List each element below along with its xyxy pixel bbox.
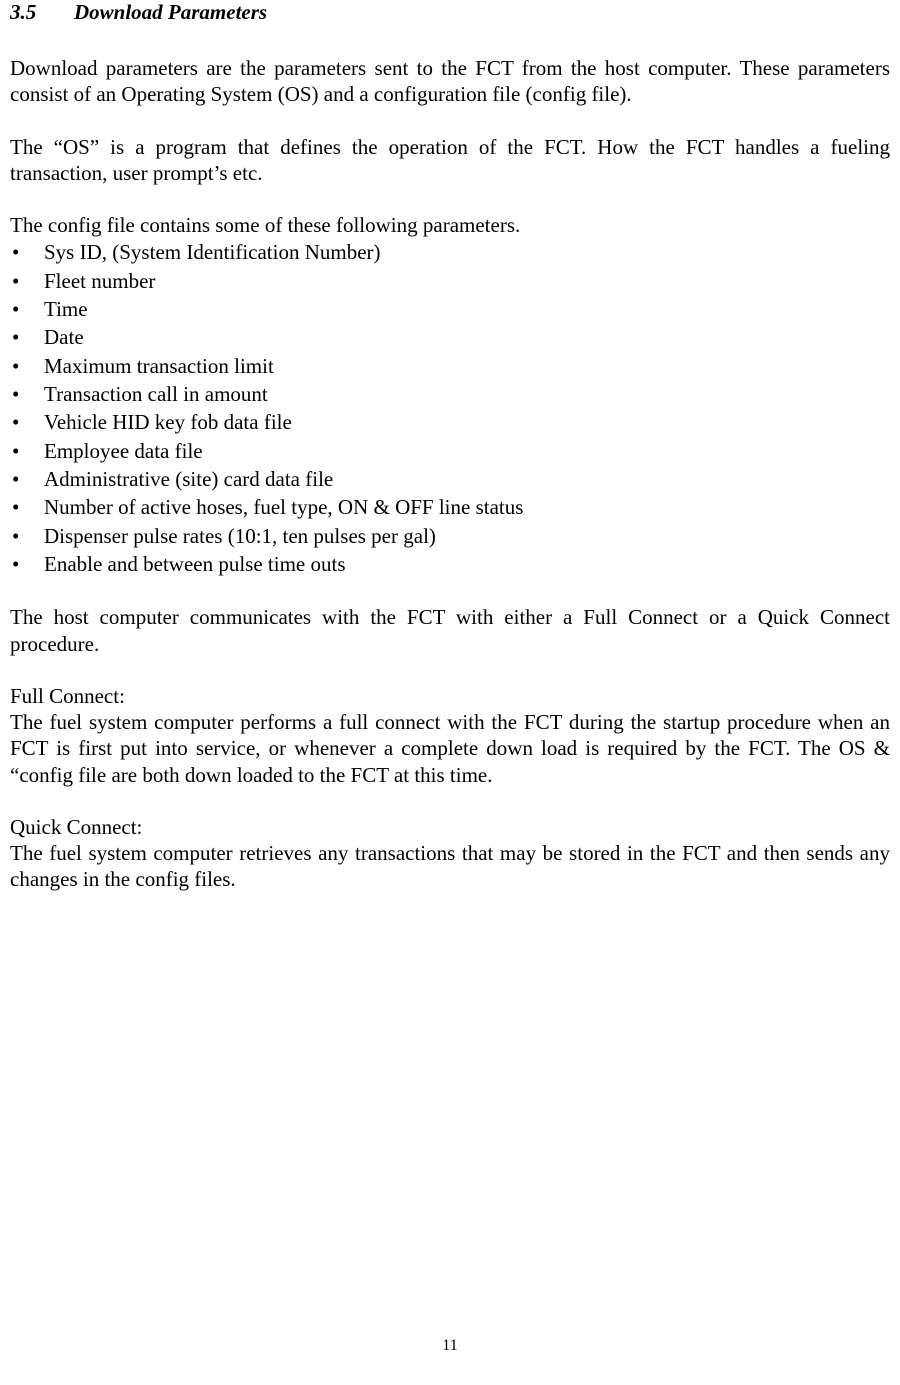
list-item: Fleet number <box>10 267 890 295</box>
list-item: Maximum transaction limit <box>10 352 890 380</box>
full-connect-section: Full Connect: The fuel system computer p… <box>10 683 890 788</box>
list-item: Date <box>10 323 890 351</box>
list-lead: The config file contains some of these f… <box>10 212 890 238</box>
paragraph-intro-1: Download parameters are the parameters s… <box>10 55 890 108</box>
quick-connect-label: Quick Connect: <box>10 814 890 840</box>
full-connect-label: Full Connect: <box>10 683 890 709</box>
paragraph-intro-2: The “OS” is a program that defines the o… <box>10 134 890 187</box>
page-number: 11 <box>0 1337 900 1355</box>
list-item: Dispenser pulse rates (10:1, ten pulses … <box>10 522 890 550</box>
list-item: Enable and between pulse time outs <box>10 550 890 578</box>
paragraph-after-list: The host computer communicates with the … <box>10 604 890 657</box>
quick-connect-section: Quick Connect: The fuel system computer … <box>10 814 890 893</box>
list-item: Number of active hoses, fuel type, ON & … <box>10 493 890 521</box>
config-params-list: Sys ID, (System Identification Number) F… <box>10 238 890 578</box>
full-connect-body: The fuel system computer performs a full… <box>10 709 890 788</box>
list-item: Administrative (site) card data file <box>10 465 890 493</box>
section-number: 3.5 <box>10 0 74 25</box>
section-title: Download Parameters <box>74 0 267 24</box>
list-item: Time <box>10 295 890 323</box>
list-item: Employee data file <box>10 437 890 465</box>
quick-connect-body: The fuel system computer retrieves any t… <box>10 840 890 893</box>
section-heading: 3.5Download Parameters <box>10 0 890 25</box>
list-item: Vehicle HID key fob data file <box>10 408 890 436</box>
list-item: Sys ID, (System Identification Number) <box>10 238 890 266</box>
list-section: The config file contains some of these f… <box>10 212 890 578</box>
list-item: Transaction call in amount <box>10 380 890 408</box>
